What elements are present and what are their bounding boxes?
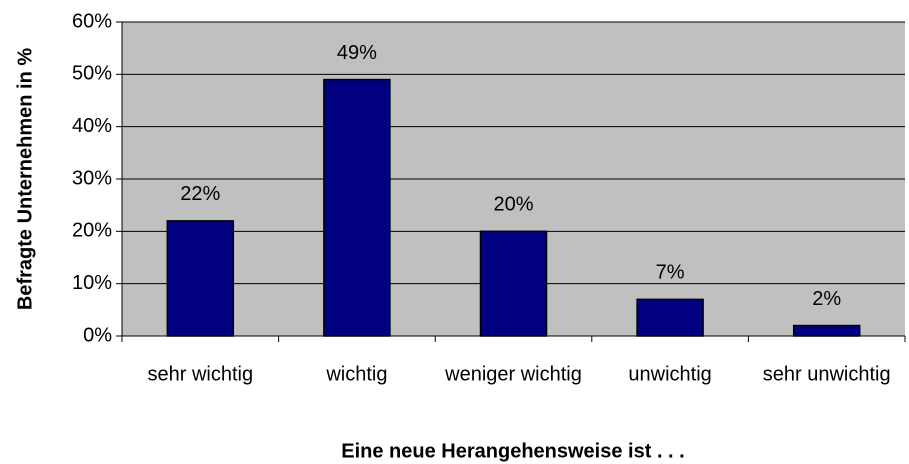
- y-tick-label: 30%: [72, 167, 112, 189]
- y-tick-label: 50%: [72, 63, 112, 85]
- x-axis-title: Eine neue Herangehensweise ist . . .: [341, 440, 684, 462]
- y-tick-label: 40%: [72, 115, 112, 137]
- data-label: 7%: [656, 262, 685, 284]
- y-tick-label: 60%: [72, 10, 112, 32]
- bar: [166, 220, 235, 337]
- bar: [636, 298, 704, 337]
- data-label: 20%: [493, 194, 533, 216]
- x-tick-label: sehr unwichtig: [763, 363, 891, 385]
- bar: [479, 230, 548, 337]
- bar: [323, 78, 391, 337]
- x-tick-label: sehr wichtig: [147, 363, 253, 385]
- data-label: 49%: [337, 42, 377, 64]
- y-tick-label: 10%: [72, 272, 112, 294]
- bar: [792, 324, 861, 337]
- x-tick-label: wichtig: [325, 363, 387, 385]
- data-label: 22%: [180, 183, 220, 205]
- y-axis-title: Befragte Unternehmen in %: [14, 48, 36, 310]
- y-tick-label: 20%: [72, 220, 112, 242]
- x-tick-label: unwichtig: [628, 363, 711, 385]
- data-label: 2%: [812, 288, 841, 310]
- y-tick-label: 0%: [83, 324, 112, 346]
- x-tick-label: weniger wichtig: [444, 363, 582, 385]
